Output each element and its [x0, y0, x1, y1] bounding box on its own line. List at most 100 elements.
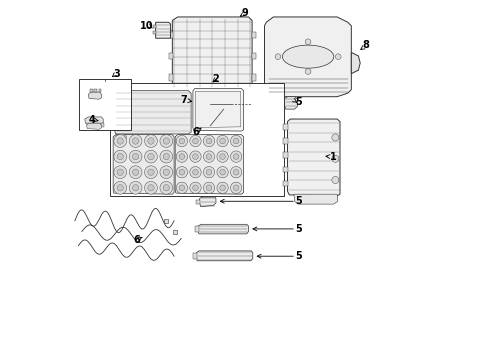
Polygon shape [156, 22, 171, 38]
Polygon shape [175, 135, 244, 194]
Text: 9: 9 [242, 8, 248, 18]
Bar [283, 124, 288, 130]
Ellipse shape [282, 45, 334, 68]
Bar [252, 53, 256, 59]
Bar [98, 123, 101, 127]
Circle shape [275, 54, 281, 59]
Circle shape [114, 166, 126, 179]
Circle shape [203, 182, 215, 193]
Circle shape [145, 150, 157, 163]
Polygon shape [88, 92, 101, 99]
Circle shape [193, 185, 198, 191]
Circle shape [217, 167, 228, 178]
Polygon shape [196, 251, 253, 261]
Circle shape [160, 166, 172, 179]
Circle shape [129, 166, 142, 179]
Polygon shape [196, 91, 241, 127]
Bar [153, 31, 156, 33]
Text: 1: 1 [330, 152, 336, 162]
Polygon shape [87, 123, 101, 129]
Circle shape [335, 54, 341, 59]
Bar [173, 230, 177, 234]
Circle shape [132, 153, 139, 160]
Text: 5: 5 [295, 224, 302, 234]
Bar [94, 123, 98, 127]
Circle shape [163, 153, 170, 160]
Circle shape [230, 167, 242, 178]
Circle shape [117, 169, 123, 175]
Bar [169, 32, 173, 38]
Circle shape [233, 138, 239, 144]
Bar [79, 79, 130, 130]
Circle shape [230, 135, 242, 147]
Circle shape [217, 135, 228, 147]
Circle shape [233, 169, 239, 175]
Polygon shape [193, 89, 244, 131]
Circle shape [233, 185, 239, 191]
Circle shape [114, 135, 126, 147]
Text: 5: 5 [295, 251, 302, 261]
Circle shape [220, 138, 225, 144]
Circle shape [117, 185, 123, 191]
Circle shape [148, 185, 154, 191]
Circle shape [193, 154, 198, 159]
Circle shape [145, 181, 157, 194]
Circle shape [160, 150, 172, 163]
Circle shape [190, 151, 201, 162]
Circle shape [179, 185, 185, 191]
Bar [283, 152, 288, 158]
Circle shape [332, 155, 339, 162]
Circle shape [129, 150, 142, 163]
Polygon shape [172, 17, 252, 88]
Bar [169, 53, 173, 59]
Bar [252, 32, 256, 38]
Polygon shape [196, 100, 210, 107]
Text: 6: 6 [133, 235, 140, 244]
Text: 6: 6 [192, 127, 199, 137]
Bar [201, 87, 208, 92]
Circle shape [190, 182, 201, 193]
Circle shape [190, 167, 201, 178]
Bar [252, 75, 256, 81]
Bar [211, 87, 219, 92]
Circle shape [176, 135, 188, 147]
Circle shape [217, 182, 228, 193]
Bar [283, 167, 288, 172]
Text: 8: 8 [363, 40, 369, 50]
Bar [179, 87, 187, 92]
Polygon shape [288, 119, 340, 196]
Circle shape [176, 167, 188, 178]
Circle shape [114, 181, 126, 194]
Bar [90, 89, 93, 92]
Circle shape [176, 151, 188, 162]
Polygon shape [115, 91, 191, 134]
Circle shape [148, 138, 154, 144]
Circle shape [176, 182, 188, 193]
Bar [101, 123, 104, 127]
Circle shape [190, 135, 201, 147]
Bar [193, 253, 197, 259]
Text: 10: 10 [140, 21, 153, 31]
Bar [91, 123, 94, 127]
Bar [95, 89, 97, 92]
Circle shape [206, 154, 212, 159]
Circle shape [132, 169, 139, 175]
Circle shape [220, 169, 225, 175]
Polygon shape [285, 97, 297, 109]
Circle shape [233, 154, 239, 159]
Circle shape [206, 185, 212, 191]
Polygon shape [294, 194, 338, 204]
Bar [190, 87, 197, 92]
Bar [164, 219, 169, 223]
Circle shape [193, 169, 198, 175]
Circle shape [117, 153, 123, 160]
Circle shape [203, 135, 215, 147]
Bar [87, 123, 91, 127]
Bar [169, 75, 173, 81]
Circle shape [129, 135, 142, 147]
Circle shape [206, 138, 212, 144]
Circle shape [179, 169, 185, 175]
Bar [196, 200, 200, 204]
Circle shape [117, 138, 123, 144]
Polygon shape [265, 17, 351, 97]
